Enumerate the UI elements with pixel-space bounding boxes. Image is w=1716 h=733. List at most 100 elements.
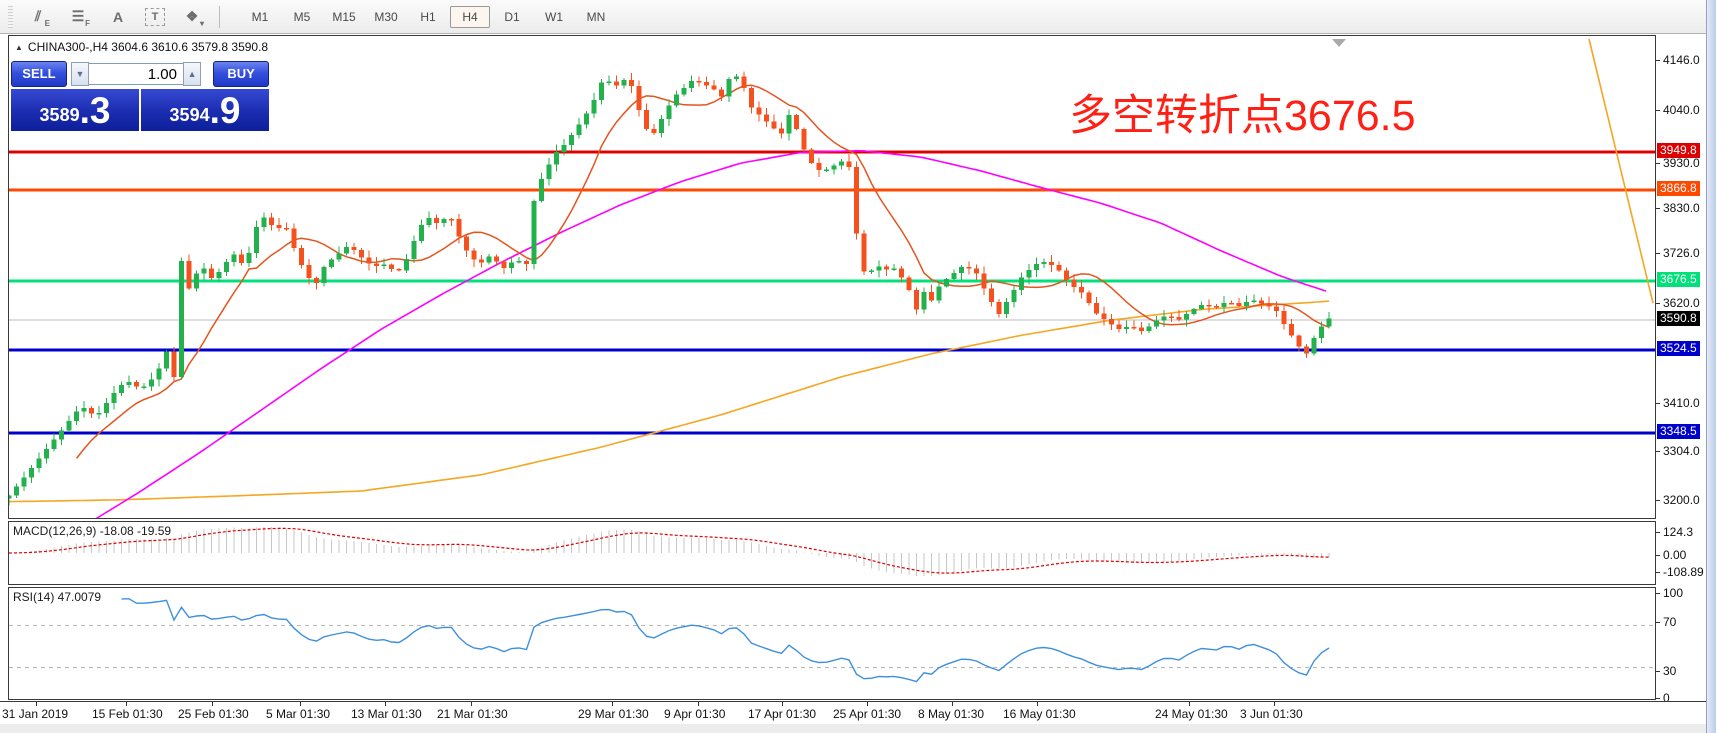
macd-canvas[interactable] (9, 522, 1655, 584)
date-label: 3 Jun 01:30 (1240, 707, 1303, 721)
sell-price-pips: .3 (79, 90, 111, 131)
date-tick (212, 702, 213, 706)
macd-tick-0.00: 0.00 (1663, 548, 1687, 562)
date-tick (300, 702, 301, 706)
scroll-to-end-marker-icon[interactable] (1332, 39, 1346, 47)
rsi-tick-100: 100 (1663, 586, 1684, 600)
date-axis[interactable]: 31 Jan 2019 15 Feb 01:30 25 Feb 01:30 5 Mar… (0, 701, 1716, 725)
date-label: 21 Mar 01:30 (437, 707, 508, 721)
date-tick (1037, 702, 1038, 706)
one-click-trade-panel: SELL ▼ ▲ BUY 3589.3 3594.9 (11, 61, 269, 131)
macd-tick--108.89: -108.89 (1663, 565, 1704, 579)
fibonacci-retracement-icon[interactable]: ☰ F (71, 8, 90, 28)
price-tick-3620.0: 3620.0 (1663, 296, 1700, 310)
price-tick-3200.0: 3200.0 (1663, 493, 1700, 507)
timeframe-button-group: M1 M5 M15 M30 H1 H4 D1 W1 MN (240, 5, 616, 28)
date-label: 25 Feb 01:30 (178, 707, 249, 721)
timeframe-button-m1[interactable]: M1 (251, 9, 269, 24)
price-tick-3726.0: 3726.0 (1663, 246, 1700, 260)
collapse-triangle-icon[interactable]: ▲ (15, 43, 23, 52)
macd-indicator-panel: MACD(12,26,9) -18.08 -19.59 (8, 521, 1656, 585)
axis-tick (1656, 698, 1660, 699)
timeframe-button-m15[interactable]: M15 (332, 9, 356, 24)
date-label: 16 May 01:30 (1003, 707, 1076, 721)
rsi-tick-70: 70 (1663, 615, 1677, 629)
window-bottom-edge (0, 724, 1716, 733)
date-label: 24 May 01:30 (1155, 707, 1228, 721)
arrow-objects-icon[interactable]: ❖ ▾ (185, 8, 204, 28)
sell-button[interactable]: SELL (11, 61, 67, 87)
timeframe-button-mn[interactable]: MN (586, 9, 606, 24)
rsi-label: RSI(14) 47.0079 (13, 590, 102, 604)
date-label: 29 Mar 01:30 (578, 707, 649, 721)
price-badge-3348.5: 3348.5 (1657, 424, 1700, 439)
axis-tick (1656, 500, 1660, 501)
text-label-icon[interactable]: A (112, 8, 124, 25)
macd-tick-124.3: 124.3 (1663, 525, 1694, 539)
price-tick-3410.0: 3410.0 (1663, 396, 1700, 410)
date-tick (612, 702, 613, 706)
toolbar: ⫽ E ☰ F A T ❖ ▾ M1 M5 M15 M30 H1 H4 D1 W1 MN (0, 0, 1716, 34)
equidistant-channel-icon[interactable]: ⫽ E (34, 8, 50, 28)
window-right-edge (1706, 0, 1716, 733)
price-tick-4146.0: 4146.0 (1663, 53, 1700, 67)
rsi-canvas[interactable] (9, 588, 1655, 699)
timeframe-button-m30[interactable]: M30 (374, 9, 398, 24)
text-box-icon[interactable]: T (145, 7, 165, 26)
axis-tick (1656, 622, 1660, 623)
rsi-indicator-panel: RSI(14) 47.0079 (8, 587, 1656, 700)
volume-increase-button[interactable]: ▲ (183, 62, 202, 86)
sell-price-display[interactable]: 3589.3 (11, 89, 139, 131)
price-tick-3304.0: 3304.0 (1663, 444, 1700, 458)
macd-label: MACD(12,26,9) -18.08 -19.59 (13, 524, 172, 538)
buy-price-display[interactable]: 3594.9 (141, 89, 269, 131)
date-tick (782, 702, 783, 706)
date-label: 9 Apr 01:30 (664, 707, 726, 721)
date-tick (1274, 702, 1275, 706)
price-badge-3866.8: 3866.8 (1657, 181, 1700, 196)
date-tick (126, 702, 127, 706)
timeframe-button-m5[interactable]: M5 (293, 9, 311, 24)
buy-price-main: 3594 (169, 105, 210, 125)
axis-tick (1656, 555, 1660, 556)
timeframe-button-h4[interactable]: H4 (450, 5, 490, 28)
date-tick (471, 702, 472, 706)
axis-tick (1656, 593, 1660, 594)
toolbar-drag-handle[interactable] (8, 5, 13, 28)
date-tick (952, 702, 953, 706)
timeframe-button-w1[interactable]: W1 (545, 9, 563, 24)
axis-tick (1656, 208, 1660, 209)
price-badge-3590.8: 3590.8 (1657, 311, 1700, 326)
timeframe-button-h1[interactable]: H1 (420, 9, 436, 24)
date-tick (1189, 702, 1190, 706)
volume-input[interactable] (89, 63, 183, 85)
date-label: 13 Mar 01:30 (351, 707, 422, 721)
price-badge-3676.5: 3676.5 (1657, 272, 1700, 287)
price-chart-canvas[interactable] (9, 36, 1655, 518)
price-tick-4040.0: 4040.0 (1663, 103, 1700, 117)
rsi-tick-30: 30 (1663, 664, 1677, 678)
date-tick (698, 702, 699, 706)
date-label: 17 Apr 01:30 (748, 707, 817, 721)
axis-tick (1656, 451, 1660, 452)
date-tick (385, 702, 386, 706)
toolbar-separator (219, 5, 220, 28)
timeframe-button-d1[interactable]: D1 (504, 9, 520, 24)
sell-price-main: 3589 (39, 105, 80, 125)
axis-tick (1656, 110, 1660, 111)
price-tick-3830.0: 3830.0 (1663, 201, 1700, 215)
buy-price-pips: .9 (209, 90, 241, 131)
axis-tick (1656, 253, 1660, 254)
axis-tick (1656, 403, 1660, 404)
price-tick-3930.0: 3930.0 (1663, 156, 1700, 170)
axis-tick (1656, 572, 1660, 573)
axis-tick (1656, 163, 1660, 164)
price-chart-panel: ▲ CHINA300-,H4 3604.6 3610.6 3579.8 3590.… (8, 35, 1656, 519)
date-label: 31 Jan 2019 (2, 707, 69, 721)
chart-text-annotation[interactable]: 多空转折点3676.5 (1069, 92, 1416, 140)
price-badge-3524.5: 3524.5 (1657, 341, 1700, 356)
buy-button[interactable]: BUY (213, 61, 269, 87)
date-tick (36, 702, 37, 706)
volume-decrease-button[interactable]: ▼ (70, 62, 89, 86)
